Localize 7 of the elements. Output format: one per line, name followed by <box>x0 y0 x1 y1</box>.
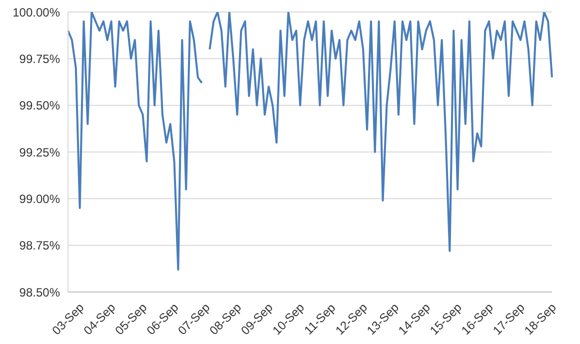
y-tick-label: 100.00% <box>12 5 60 20</box>
y-tick-label: 99.75% <box>19 52 60 66</box>
y-tick-label: 99.50% <box>19 98 60 113</box>
y-tick-label: 98.50% <box>19 285 60 300</box>
y-tick-label: 99.00% <box>19 192 60 206</box>
y-tick-label: 99.25% <box>19 145 60 160</box>
y-tick-label: 98.75% <box>19 238 60 253</box>
